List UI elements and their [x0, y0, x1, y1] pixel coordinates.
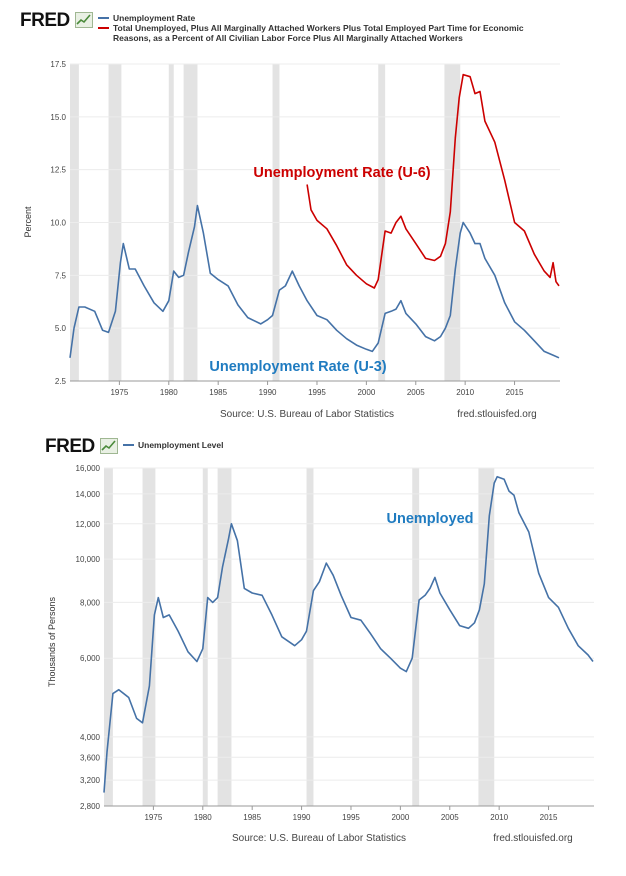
x-tick-label: 2000: [391, 813, 409, 822]
y-tick-label: 3,600: [80, 753, 101, 762]
fred-chart-icon-2: [100, 438, 118, 454]
legend-label-u6: Total Unemployed, Plus All Marginally At…: [113, 23, 524, 43]
chart-1-source: Source: U.S. Bureau of Labor Statistics: [220, 409, 394, 420]
x-tick-label: 1975: [144, 813, 162, 822]
y-tick-label: 10,000: [76, 555, 101, 564]
chart-2-source: Source: U.S. Bureau of Labor Statistics: [232, 833, 406, 844]
y-tick-label: 15.0: [50, 113, 66, 122]
x-tick-label: 1990: [293, 813, 311, 822]
y-tick-label: 6,000: [80, 654, 101, 663]
y-tick-label: 2.5: [55, 377, 67, 386]
recession-band: [202, 468, 208, 806]
chart-1-y-axis-label: Percent: [23, 206, 33, 238]
y-tick-label: 17.5: [50, 60, 66, 69]
x-tick-label: 2005: [407, 388, 425, 397]
x-tick-label: 2015: [540, 813, 558, 822]
recession-band: [478, 468, 495, 806]
y-tick-label: 12.5: [50, 166, 66, 175]
recession-band: [217, 468, 232, 806]
legend-label-unemployment-level: Unemployment Level: [138, 440, 224, 450]
legend-swatch-u6: [98, 27, 109, 29]
y-tick-label: 5.0: [55, 324, 67, 333]
x-tick-label: 2005: [441, 813, 459, 822]
chart-1-annotation-u6: Unemployment Rate (U-6): [253, 165, 430, 181]
x-tick-label: 1980: [160, 388, 178, 397]
chart-2-plot-layer: 2,800 3,200 3,600 4,000 6,000 8,000 10,000 12,0…: [76, 464, 594, 822]
x-tick-label: 1975: [110, 388, 128, 397]
fred-logo: FRED: [20, 10, 70, 31]
x-tick-label: 2010: [456, 388, 474, 397]
recession-band: [142, 468, 156, 806]
series-line-1: [69, 204, 560, 359]
chart-2-legend: Unemployment Level: [123, 440, 423, 450]
recession-band: [104, 468, 113, 806]
y-tick-label: 8,000: [80, 598, 101, 607]
recession-band: [306, 468, 314, 806]
chart-1-site: fred.stlouisfed.org: [457, 409, 537, 420]
chart-1-unemployment-rate: 2.5 5.0 7.5 10.0 12.5 15.0 17.5 1975 1980 1985 199…: [23, 60, 560, 420]
x-tick-label: 2015: [506, 388, 524, 397]
x-tick-label: 2000: [357, 388, 375, 397]
x-tick-label: 2010: [490, 813, 508, 822]
y-tick-label: 16,000: [76, 464, 101, 473]
series-line-2: [306, 73, 560, 289]
y-tick-label: 10.0: [50, 219, 66, 228]
chart-2-unemployment-level: 2,800 3,200 3,600 4,000 6,000 8,000 10,000 12,0…: [47, 464, 594, 844]
x-tick-label: 1985: [243, 813, 261, 822]
recession-band: [412, 468, 420, 806]
x-tick-label: 1995: [342, 813, 360, 822]
legend-item-u6: Total Unemployed, Plus All Marginally At…: [98, 23, 553, 43]
legend-label-u3: Unemployment Rate: [113, 13, 196, 23]
x-tick-label: 1985: [209, 388, 227, 397]
chart-1-annotation-u3: Unemployment Rate (U-3): [209, 359, 386, 375]
series-line-1: [103, 475, 594, 793]
fred-chart-icon: [75, 12, 93, 28]
chart-1-plot-layer: 2.5 5.0 7.5 10.0 12.5 15.0 17.5 1975 1980 1985 199…: [50, 60, 560, 397]
y-tick-label: 2,800: [80, 802, 101, 811]
y-tick-label: 14,000: [76, 490, 101, 499]
legend-swatch-unemployment-level: [123, 444, 134, 446]
legend-item-unemployment-level: Unemployment Level: [123, 440, 423, 450]
legend-swatch-u3: [98, 17, 109, 19]
y-tick-label: 4,000: [80, 733, 101, 742]
fred-logo-2: FRED: [45, 436, 95, 457]
x-tick-label: 1980: [194, 813, 212, 822]
chart-1-legend: Unemployment Rate Total Unemployed, Plus…: [98, 13, 553, 43]
x-tick-label: 1990: [259, 388, 277, 397]
x-tick-label: 1995: [308, 388, 326, 397]
chart-2-site: fred.stlouisfed.org: [493, 833, 573, 844]
chart-2-annotation-unemployed: Unemployed: [386, 511, 473, 527]
y-tick-label: 3,200: [80, 776, 101, 785]
y-tick-label: 7.5: [55, 271, 67, 280]
chart-2-y-axis-label: Thousands of Persons: [47, 596, 57, 687]
y-tick-label: 12,000: [76, 520, 101, 529]
legend-item-u3: Unemployment Rate: [98, 13, 553, 23]
